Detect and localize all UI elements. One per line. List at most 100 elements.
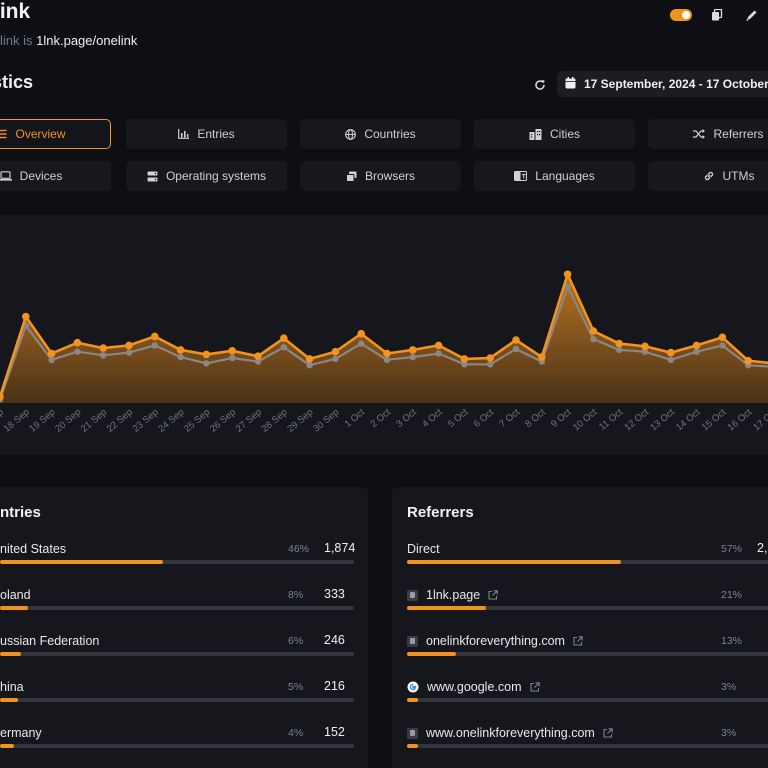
row-progress-track: [407, 744, 768, 748]
row-progress-track: [0, 560, 354, 564]
x-tick-label: 26 Sep: [208, 407, 238, 435]
row-percent: 13%: [721, 635, 743, 647]
row-progress-fill: [407, 698, 419, 702]
row-label: ussian Federation: [0, 634, 100, 648]
x-tick-label: 15 Oct: [700, 407, 729, 434]
list-item[interactable]: nited States 46% 1,874: [0, 541, 368, 572]
link-icon: [703, 170, 715, 182]
data-point-primary: [254, 352, 262, 360]
row-name: ussian Federation: [0, 634, 99, 648]
x-tick-label: 27 Sep: [234, 407, 264, 435]
status-toggle[interactable]: [670, 9, 692, 21]
list-icon: [0, 129, 7, 139]
data-point-secondary: [358, 340, 365, 347]
refresh-icon[interactable]: [531, 76, 549, 94]
row-progress-fill: [0, 652, 22, 656]
x-tick-label: 3 Oct: [394, 407, 419, 430]
favicon-icon: [407, 635, 418, 647]
tab-browsers[interactable]: Browsers: [300, 161, 461, 191]
data-point-secondary: [719, 342, 726, 349]
tab-cities[interactable]: Cities: [474, 119, 635, 149]
list-item[interactable]: 1lnk.page 21%: [392, 588, 768, 618]
referrers-title: Referrers: [407, 504, 474, 521]
tab-languages[interactable]: Languages: [474, 161, 635, 191]
data-point-primary: [357, 329, 366, 338]
tab-referrers[interactable]: Referrers: [648, 119, 768, 149]
data-point-secondary: [641, 348, 649, 355]
row-count: 246: [324, 633, 345, 647]
copy-icon[interactable]: [708, 6, 726, 24]
row-name: hina: [0, 680, 24, 694]
external-link-icon[interactable]: [573, 636, 583, 646]
tab-countries[interactable]: Countries: [300, 119, 461, 149]
link-url-line: link is 1lnk.page/onelink: [0, 33, 137, 48]
list-item[interactable]: oland 8% 333: [0, 587, 368, 618]
row-progress-track: [0, 652, 354, 656]
link-url[interactable]: 1lnk.page/onelink: [36, 33, 138, 48]
list-item[interactable]: onelinkforeverything.com 13%: [392, 634, 768, 664]
x-tick-label: 13 Oct: [648, 407, 677, 434]
list-item[interactable]: ussian Federation 6% 246: [0, 633, 368, 664]
data-point-primary: [744, 356, 752, 365]
data-point-secondary: [487, 361, 494, 368]
data-point-primary: [615, 339, 623, 348]
data-point-primary: [305, 355, 314, 363]
date-range-picker[interactable]: 17 September, 2024 - 17 October, 2024: [557, 71, 768, 97]
row-progress-track: [0, 606, 354, 610]
x-tick-label: 19 Sep: [27, 407, 57, 435]
row-percent: 46%: [288, 543, 310, 555]
x-tick-label: 6 Oct: [472, 407, 497, 430]
data-point-secondary: [48, 356, 55, 363]
external-link-icon[interactable]: [603, 728, 613, 738]
list-item[interactable]: www.onelinkforeverything.com 3%: [392, 726, 768, 756]
data-point-primary: [538, 353, 546, 361]
data-point-primary: [460, 355, 469, 363]
x-tick-label: 20 Sep: [53, 407, 83, 435]
x-tick-label: 5 Oct: [446, 407, 471, 430]
row-percent: 5%: [288, 681, 304, 693]
data-point-primary: [589, 327, 598, 335]
data-point-secondary: [229, 354, 236, 362]
globe-icon: [345, 128, 357, 140]
x-tick-label: 16 Oct: [726, 407, 755, 434]
external-link-icon[interactable]: [488, 590, 498, 600]
list-item[interactable]: www.google.com 3%: [392, 680, 768, 710]
edit-icon[interactable]: [742, 6, 760, 24]
data-point-primary: [563, 270, 572, 279]
data-point-primary: [47, 349, 56, 358]
data-point-primary: [486, 354, 495, 362]
data-point-primary: [512, 336, 520, 344]
x-tick-label: 28 Sep: [260, 407, 290, 435]
list-item[interactable]: Direct 57% 2,: [392, 541, 768, 572]
tab-utms[interactable]: UTMs: [648, 161, 768, 191]
tab-overview[interactable]: Overview: [0, 119, 111, 149]
row-count: 152: [324, 725, 345, 739]
data-point-secondary: [693, 348, 700, 355]
data-point-primary: [0, 392, 4, 401]
external-link-icon[interactable]: [529, 682, 540, 692]
row-count: 2,: [757, 541, 768, 555]
list-item[interactable]: hina 5% 216: [0, 679, 368, 710]
data-point-secondary: [590, 335, 597, 343]
row-percent: 57%: [721, 543, 743, 555]
tab-operating-systems[interactable]: Operating systems: [126, 161, 287, 191]
row-name: nited States: [0, 542, 66, 556]
tab-entries[interactable]: Entries: [126, 119, 287, 149]
data-point-primary: [202, 350, 211, 359]
top-actions: [670, 6, 760, 24]
x-tick-label: 17 Oct: [751, 407, 768, 434]
tab-devices[interactable]: Devices: [0, 161, 111, 191]
row-label: 1lnk.page: [426, 588, 481, 602]
x-tick-label: 1 Oct: [343, 407, 368, 430]
x-tick-label: 18 Sep: [2, 407, 32, 435]
tab-label: Cities: [549, 127, 580, 141]
list-item[interactable]: ermany 4% 152: [0, 725, 368, 756]
row-name: onelinkforeverything.com: [407, 634, 583, 648]
data-point-primary: [280, 334, 288, 342]
x-tick-label: 8 Oct: [523, 407, 548, 430]
row-name: www.onelinkforeverything.com: [407, 726, 613, 740]
bar-chart-icon: [178, 129, 190, 139]
